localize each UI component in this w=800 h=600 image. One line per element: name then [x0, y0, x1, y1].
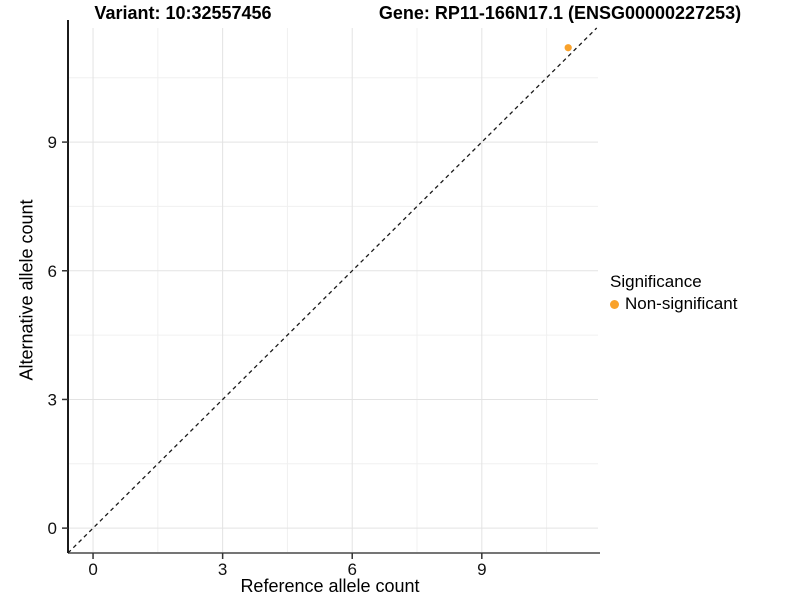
legend-title: Significance: [610, 272, 702, 291]
x-axis-title: Reference allele count: [240, 576, 420, 596]
legend: Significance Non-significant: [610, 272, 737, 314]
x-tick-label: 3: [218, 560, 227, 579]
identity-reference-line: [67, 27, 598, 554]
legend-item: Non-significant: [610, 294, 737, 314]
legend-item-label: Non-significant: [625, 294, 738, 313]
y-tick-label: 9: [48, 133, 57, 152]
y-axis-title: Alternative allele count: [16, 199, 37, 381]
y-tick-label: 6: [48, 262, 57, 281]
data-point: [564, 44, 572, 52]
variant-title: Variant: 10:32557456: [94, 3, 272, 23]
x-tick-label: 0: [88, 560, 97, 579]
gene-title: Gene: RP11-166N17.1 (ENSG00000227253): [378, 3, 742, 23]
x-tick-label: 6: [347, 560, 356, 579]
x-tick-label: 9: [477, 560, 486, 579]
legend-point-icon: [610, 299, 619, 309]
y-tick-label: 3: [48, 390, 57, 409]
y-tick-label: 0: [48, 519, 57, 538]
